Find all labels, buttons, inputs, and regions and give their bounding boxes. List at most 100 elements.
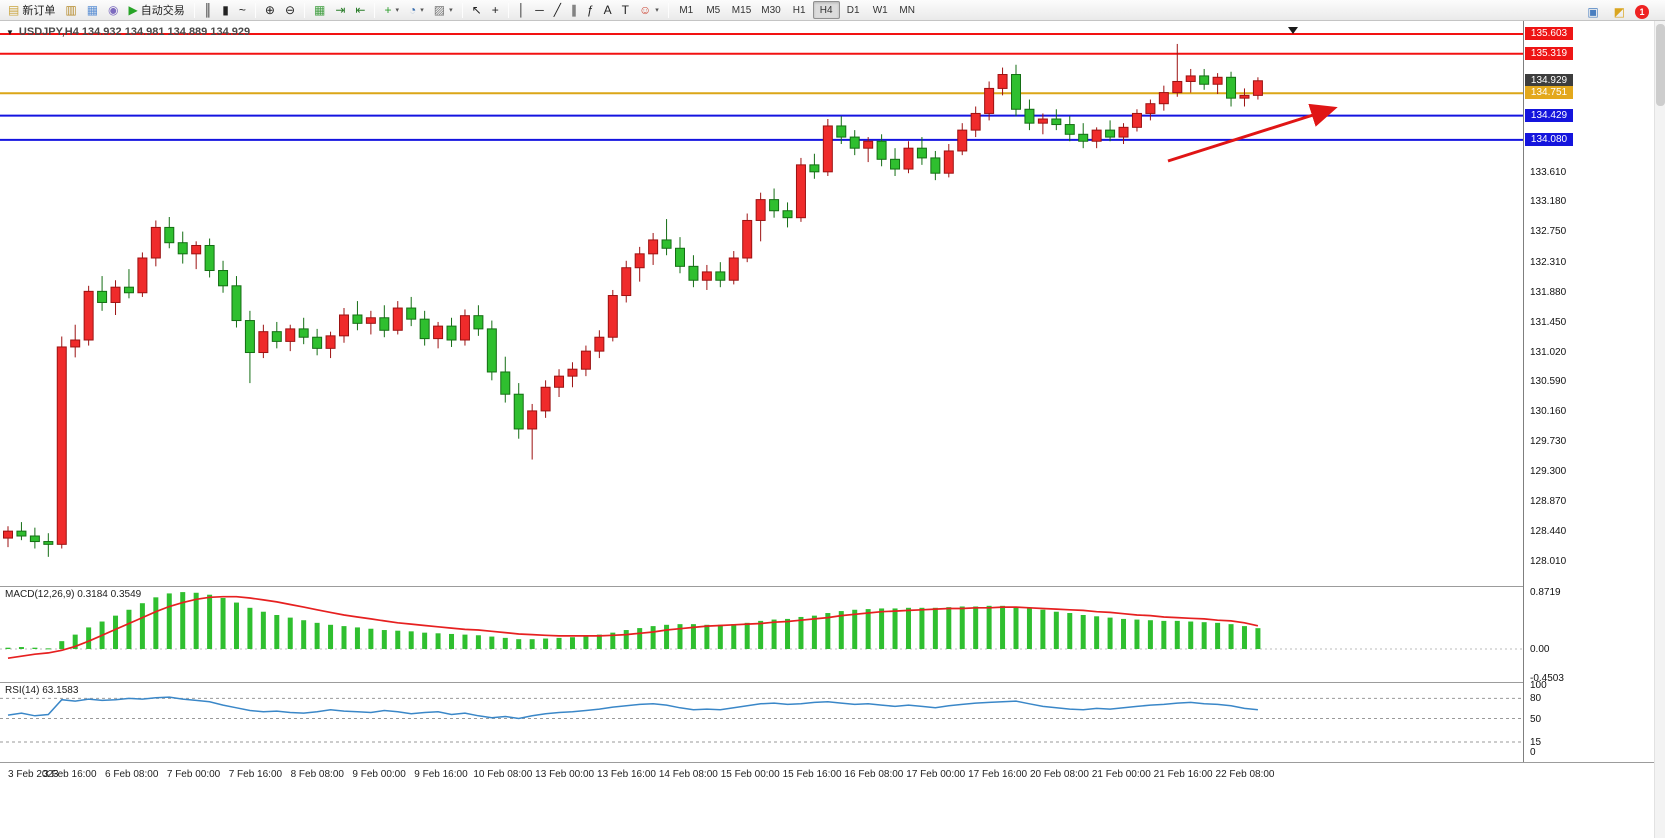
line-chart-button[interactable]: ~ bbox=[234, 1, 251, 19]
timeframe-h1-button[interactable]: H1 bbox=[786, 1, 813, 19]
timeframe-d1-button[interactable]: D1 bbox=[840, 1, 867, 19]
alerts-button[interactable]: ◩ bbox=[1609, 3, 1630, 21]
auto-scroll-icon: ⇥ bbox=[335, 3, 346, 17]
zoom-out-button[interactable]: ⊖ bbox=[280, 1, 300, 19]
price-axis-label: 133.180 bbox=[1530, 196, 1567, 208]
date-axis-label: 9 Feb 00:00 bbox=[352, 769, 406, 780]
rsi-svg[interactable] bbox=[0, 683, 1523, 762]
timeframe-m5-button[interactable]: M5 bbox=[700, 1, 727, 19]
date-axis-label: 3 Feb 16:00 bbox=[43, 769, 97, 780]
price-axis-label: 131.450 bbox=[1530, 316, 1567, 328]
price-axis-label: 130.590 bbox=[1530, 376, 1567, 388]
candlestick-chart-button[interactable]: ▮ bbox=[217, 1, 234, 19]
chart-title-text: USDJPY,H4 134.932 134.981 134.889 134.92… bbox=[18, 26, 251, 38]
macd-histogram bbox=[5, 592, 1261, 650]
timeframe-m30-button[interactable]: M30 bbox=[756, 1, 785, 19]
chart-dropdown-marker[interactable]: ▼ bbox=[6, 27, 14, 37]
candle bbox=[1118, 123, 1129, 145]
candle bbox=[433, 321, 444, 349]
macd-label: MACD(12,26,9) 0.3184 0.3549 bbox=[5, 589, 142, 600]
trend-arrow-annotation[interactable] bbox=[1167, 103, 1338, 163]
candle bbox=[204, 238, 215, 278]
rsi-scale-label: 50 bbox=[1530, 713, 1542, 725]
date-axis-label: 21 Feb 00:00 bbox=[1091, 769, 1151, 780]
timeframe-mn-button[interactable]: MN bbox=[894, 1, 921, 19]
date-axis[interactable]: 3 Feb 2023 3 Feb 16:00 6 Feb 08:00 7 Feb 00… bbox=[0, 762, 1665, 788]
channel-button[interactable]: ∥ bbox=[566, 1, 582, 19]
toolbar-separator bbox=[254, 2, 256, 18]
scrollbar-thumb[interactable] bbox=[1656, 24, 1665, 106]
panel-separator[interactable] bbox=[0, 586, 1665, 587]
charts-button[interactable]: ▥ bbox=[60, 1, 81, 19]
date-axis-label: 13 Feb 00:00 bbox=[535, 769, 595, 780]
arrows-button[interactable]: ☺ ▾ bbox=[634, 1, 664, 19]
timeframe-m15-button[interactable]: M15 bbox=[727, 1, 756, 19]
new-order-button[interactable]: ▤ 新订单 bbox=[3, 1, 60, 19]
timeframe-m1-button[interactable]: M1 bbox=[673, 1, 700, 19]
candle bbox=[446, 317, 457, 347]
crosshair-button[interactable]: + bbox=[487, 1, 504, 19]
price-axis-label: 129.730 bbox=[1530, 436, 1567, 448]
market-watch-button[interactable]: ◉ bbox=[103, 1, 123, 19]
candle bbox=[742, 213, 753, 263]
candle bbox=[970, 106, 981, 138]
candle bbox=[392, 301, 403, 335]
community-button[interactable]: ▣ bbox=[1582, 3, 1603, 21]
rsi-scale-label: 0 bbox=[1530, 747, 1536, 758]
indicators-button[interactable]: + ▾ bbox=[379, 1, 404, 19]
text-label-button[interactable]: T bbox=[617, 1, 634, 19]
candle bbox=[634, 246, 645, 282]
candle bbox=[809, 153, 820, 179]
zoom-in-button[interactable]: ⊕ bbox=[260, 1, 280, 19]
candle bbox=[1024, 99, 1035, 131]
candle bbox=[177, 231, 188, 264]
panel-separator[interactable] bbox=[0, 682, 1665, 683]
candle bbox=[1091, 127, 1102, 149]
tile-windows-button[interactable]: ▦ bbox=[309, 1, 330, 19]
date-axis-label: 15 Feb 16:00 bbox=[782, 769, 842, 780]
candle bbox=[1131, 109, 1142, 132]
text-button[interactable]: A bbox=[599, 1, 617, 19]
horizontal-line-button[interactable]: ─ bbox=[530, 1, 549, 19]
rsi-scale-label: 100 bbox=[1530, 680, 1547, 691]
cursor-icon: ↖ bbox=[471, 3, 482, 17]
candle bbox=[540, 380, 551, 418]
periods-button[interactable]: ◔ ▾ bbox=[404, 1, 429, 19]
candle bbox=[594, 330, 605, 359]
new-order-button-label: 新订单 bbox=[22, 5, 56, 17]
bar-chart-button[interactable]: ║ bbox=[199, 1, 218, 19]
fibonacci-button[interactable]: ƒ bbox=[582, 1, 599, 19]
profiles-button[interactable]: ▦ bbox=[82, 1, 103, 19]
autotrading-button-label: 自动交易 bbox=[140, 5, 185, 17]
toolbar-separator bbox=[374, 2, 376, 18]
date-axis-label: 6 Feb 08:00 bbox=[105, 769, 159, 780]
autotrading-button[interactable]: ▶ 自动交易 bbox=[124, 1, 190, 19]
date-axis-label: 7 Feb 00:00 bbox=[166, 769, 221, 780]
vertical-line-button[interactable]: │ bbox=[513, 1, 531, 19]
timeframe-w1-button[interactable]: W1 bbox=[867, 1, 894, 19]
candle bbox=[782, 202, 793, 228]
notification-badge[interactable]: 1 bbox=[1635, 5, 1649, 19]
candle bbox=[473, 305, 484, 336]
cursor-button[interactable]: ↖ bbox=[467, 1, 487, 19]
macd-svg[interactable] bbox=[0, 587, 1523, 682]
auto-scroll-button[interactable]: ⇥ bbox=[330, 1, 350, 19]
candle bbox=[580, 345, 591, 377]
chart-shift-button[interactable]: ⇤ bbox=[350, 1, 370, 19]
trendline-button[interactable]: ╱ bbox=[549, 1, 566, 19]
price-level-badge: 135.319 bbox=[1525, 46, 1573, 60]
candle bbox=[150, 220, 161, 267]
candle bbox=[916, 137, 927, 165]
price-axis[interactable]: 133.610 133.180 132.750 132.310 131.880 131.4… bbox=[1523, 21, 1665, 762]
date-axis-label: 21 Feb 16:00 bbox=[1153, 769, 1213, 780]
candle bbox=[984, 81, 995, 121]
candle bbox=[298, 317, 309, 345]
main-chart-svg[interactable] bbox=[0, 21, 1523, 586]
templates-button[interactable]: ▨ ▾ bbox=[429, 1, 458, 19]
candle bbox=[271, 321, 282, 349]
candle bbox=[1239, 88, 1250, 107]
timeframe-h4-button[interactable]: H4 bbox=[812, 1, 840, 19]
dropdown-caret-icon: ▾ bbox=[395, 7, 400, 14]
price-axis-label: 128.440 bbox=[1530, 525, 1567, 537]
price-level-badge: 134.751 bbox=[1525, 86, 1573, 100]
